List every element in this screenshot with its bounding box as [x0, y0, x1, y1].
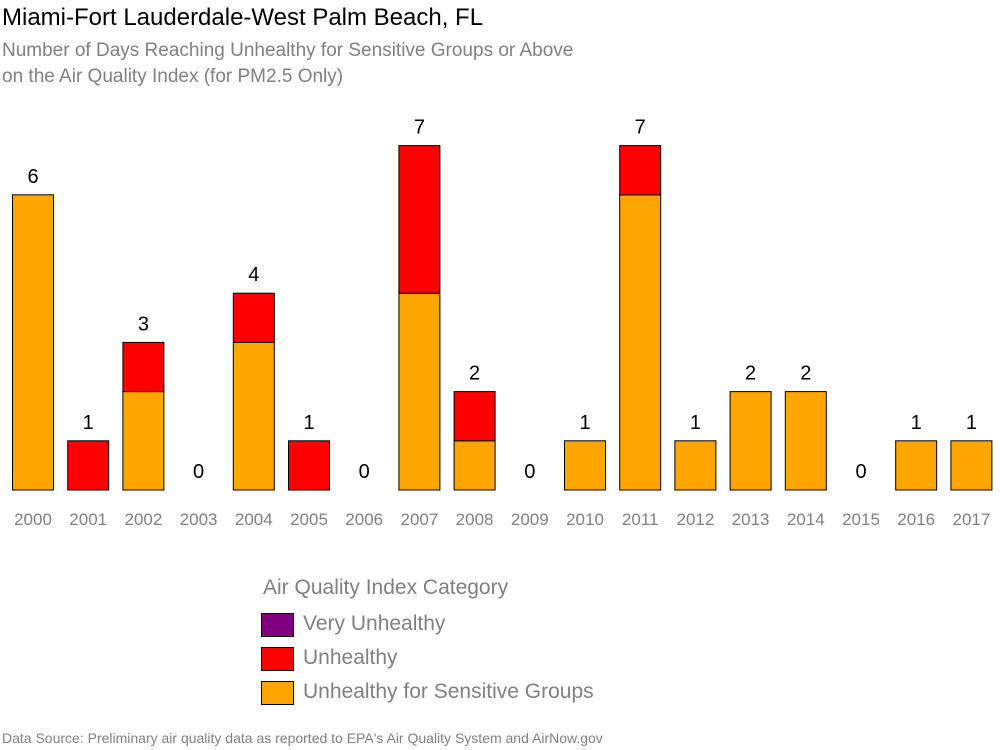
x-tick-label-2007: 2007 — [400, 510, 438, 529]
bar-2005-unhealthy — [288, 440, 330, 491]
data-label-2003: 0 — [193, 461, 204, 483]
data-label-2002: 3 — [138, 313, 149, 335]
x-tick-label-2013: 2013 — [732, 510, 770, 529]
x-tick-label-2008: 2008 — [456, 510, 494, 529]
chart-subtitle: Number of Days Reaching Unhealthy for Se… — [2, 38, 573, 90]
subtitle-line-1: Number of Days Reaching Unhealthy for Se… — [2, 40, 574, 61]
x-tick-label-2011: 2011 — [622, 510, 659, 529]
x-tick-label-2000: 2000 — [14, 510, 52, 529]
data-label-2009: 0 — [524, 461, 535, 483]
bar-2011-unhealthy-for-sensitive-groups — [619, 194, 662, 491]
bar-2002-unhealthy — [122, 341, 165, 393]
x-tick-label-2015: 2015 — [842, 510, 880, 529]
data-label-2017: 1 — [966, 412, 977, 434]
legend-title: Air Quality Index Category — [263, 576, 509, 599]
data-label-2011: 7 — [635, 117, 646, 139]
bar-2010-unhealthy-for-sensitive-groups — [564, 440, 606, 491]
data-label-2014: 2 — [800, 363, 811, 385]
data-label-2005: 1 — [303, 412, 314, 434]
legend-swatch-unhealthy-sensitive — [261, 681, 294, 705]
x-tick-label-2012: 2012 — [676, 510, 714, 529]
bar-2011-unhealthy — [619, 145, 662, 196]
bar-2004-unhealthy-for-sensitive-groups — [232, 341, 275, 491]
legend-label-very-unhealthy: Very Unhealthy — [303, 612, 446, 635]
x-tick-label-2001: 2001 — [69, 510, 107, 529]
subtitle-line-2: on the Air Quality Index (for PM2.5 Only… — [2, 66, 344, 87]
bar-2008-unhealthy — [453, 391, 496, 442]
bar-2004-unhealthy — [232, 292, 275, 343]
legend-swatch-very-unhealthy — [261, 613, 294, 637]
bar-2002-unhealthy-for-sensitive-groups — [122, 391, 165, 491]
legend-swatch-unhealthy — [261, 647, 294, 671]
data-label-2015: 0 — [855, 461, 866, 483]
bar-2012-unhealthy-for-sensitive-groups — [674, 440, 717, 491]
x-tick-label-2002: 2002 — [124, 510, 162, 529]
bar-2013-unhealthy-for-sensitive-groups — [729, 391, 772, 491]
data-label-2007: 7 — [414, 117, 425, 139]
x-tick-label-2016: 2016 — [897, 510, 935, 529]
bar-2007-unhealthy — [398, 145, 441, 294]
data-label-2013: 2 — [745, 363, 756, 385]
data-label-2008: 2 — [469, 363, 480, 385]
bar-2007-unhealthy-for-sensitive-groups — [398, 292, 441, 491]
x-tick-label-2014: 2014 — [787, 510, 825, 529]
x-tick-label-2004: 2004 — [235, 510, 273, 529]
data-label-2010: 1 — [579, 412, 590, 434]
data-label-2004: 4 — [248, 264, 259, 286]
bar-2000-unhealthy-for-sensitive-groups — [12, 194, 54, 491]
legend-label-unhealthy: Unhealthy — [303, 646, 398, 669]
x-tick-label-2006: 2006 — [345, 510, 383, 529]
data-label-2000: 6 — [27, 166, 38, 188]
x-tick-label-2010: 2010 — [566, 510, 604, 529]
chart-title: Miami-Fort Lauderdale-West Palm Beach, F… — [2, 4, 484, 31]
bar-2016-unhealthy-for-sensitive-groups — [895, 440, 938, 491]
stacked-bar-chart: 6200012001320020200342004120050200672007… — [12, 117, 993, 529]
bar-2008-unhealthy-for-sensitive-groups — [453, 440, 496, 491]
data-label-2016: 1 — [911, 412, 922, 434]
legend-label-unhealthy-sensitive: Unhealthy for Sensitive Groups — [303, 680, 594, 703]
data-label-2006: 0 — [359, 461, 370, 483]
bar-2017-unhealthy-for-sensitive-groups — [950, 440, 993, 491]
x-tick-label-2003: 2003 — [180, 510, 218, 529]
x-tick-label-2009: 2009 — [511, 510, 549, 529]
x-tick-label-2005: 2005 — [290, 510, 328, 529]
data-label-2001: 1 — [83, 412, 94, 434]
x-tick-label-2017: 2017 — [952, 510, 990, 529]
bar-2001-unhealthy — [67, 440, 110, 491]
data-source-note: Data Source: Preliminary air quality dat… — [2, 730, 603, 746]
data-label-2012: 1 — [690, 412, 701, 434]
bar-2014-unhealthy-for-sensitive-groups — [784, 391, 827, 491]
